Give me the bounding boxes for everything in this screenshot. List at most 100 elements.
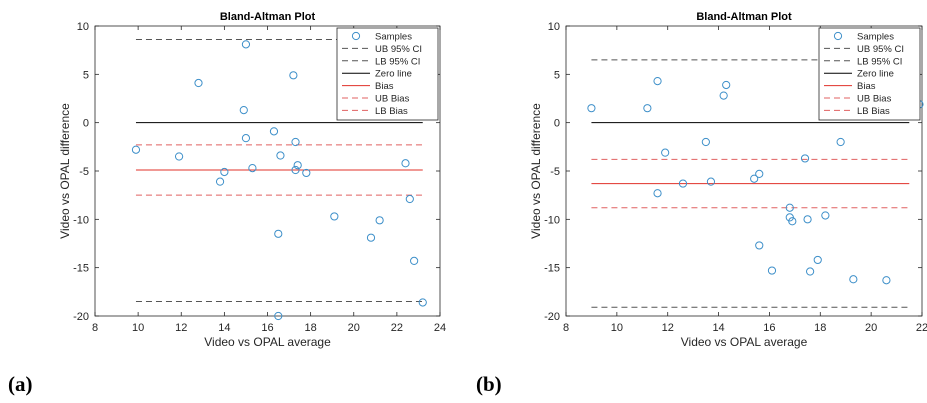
chart-b-sample-point (755, 169, 764, 178)
chart-b-title: Bland-Altman Plot (696, 11, 792, 23)
panel-a: 8 10 12 14 16 18 20 22 24 -20 -15 -10 -5 0 5 10 Bland-Al… (0, 0, 463, 403)
chart-a-sample-point (131, 145, 141, 154)
chart-a-legend-label: Bias (375, 81, 394, 92)
chart-b-x-tick-label: 10 (611, 322, 623, 334)
chart-b-y-tick-label: -15 (544, 263, 560, 275)
chart-a-sample-point (174, 152, 184, 161)
chart-b-x-tick-label: 8 (563, 322, 569, 334)
chart-b-sample-point (587, 104, 596, 113)
chart-a-x-tick-label: 8 (92, 322, 98, 334)
chart-a-sample-point (215, 177, 225, 186)
chart-b-legend-label: Bias (857, 81, 876, 92)
chart-b-legend-label: LB 95% CI (857, 56, 902, 67)
chart-b-sample-point (800, 154, 810, 163)
chart-b-y-tick-label: 5 (554, 69, 560, 81)
chart-b-x-tick-label: 18 (814, 322, 826, 334)
chart-a-sample-point (410, 256, 419, 265)
chart-b-sample-point (661, 148, 670, 157)
chart-b-sample-point (719, 91, 728, 100)
chart-a-legend-label: LB Bias (375, 106, 408, 117)
chart-a-sample-point (274, 311, 283, 321)
chart-a-sample-point (291, 137, 300, 147)
chart-a-legend-label: Samples (375, 32, 412, 43)
chart-a-sample-point (274, 229, 283, 238)
chart-a-x-tick-label: 10 (132, 322, 144, 334)
panel-label-b: (b) (476, 372, 502, 396)
chart-a-sample-point (248, 164, 257, 173)
chart-a-sample-point (269, 127, 279, 136)
chart-b-x-tick-label: 14 (712, 322, 724, 334)
chart-a-y-tick-label: 0 (83, 118, 89, 130)
chart-b-legend-label: UB 95% CI (857, 44, 904, 55)
chart-a-sample-point (289, 71, 298, 80)
chart-b-sample-point (767, 266, 777, 275)
chart-b-sample-point (788, 217, 797, 226)
chart-b-sample-point (643, 104, 652, 113)
chart-b-x-tick-label: 16 (763, 322, 775, 334)
chart-b-y-tick-label: 10 (548, 21, 560, 33)
chart-b-y-tick-label: -5 (550, 166, 560, 178)
chart-a-legend-label: LB 95% CI (375, 56, 420, 67)
chart-b-sample-point (806, 267, 815, 276)
chart-a-y-tick-label: -5 (79, 166, 89, 178)
bland-altman-chart-b: 8 10 12 14 16 18 20 22 -20 -15 -10 -5 0 5 10 Bland-Altm… (529, 11, 927, 349)
chart-a-x-tick-label: 20 (348, 322, 360, 334)
chart-a-x-tick-label: 12 (175, 322, 187, 334)
chart-b-x-axis-label: Video vs OPAL average (681, 335, 808, 349)
chart-b-sample-point (813, 255, 822, 265)
chart-b-legend-label: Zero line (857, 69, 894, 80)
chart-a-sample-point (276, 151, 285, 160)
chart-a-x-tick-label: 18 (305, 322, 317, 334)
chart-b-x-tick-label: 20 (865, 322, 877, 334)
chart-b-legend-box (818, 27, 921, 121)
chart-a-legend-label: Zero line (375, 69, 412, 80)
chart-b-sample-point (653, 77, 662, 86)
chart-a-sample-point (220, 167, 229, 177)
chart-a-sample-point (330, 212, 339, 221)
chart-a-sample-point (405, 194, 414, 204)
chart-b-sample-point (821, 211, 830, 220)
chart-a-legend-box (336, 27, 439, 121)
chart-a-legend-swatch (351, 31, 361, 41)
chart-a-y-tick-label: 5 (83, 69, 89, 81)
chart-a-y-tick-label: -20 (73, 311, 89, 323)
chart-a-x-tick-label: 16 (261, 322, 273, 334)
chart-a-legend-label: UB Bias (375, 94, 410, 105)
chart-b-legend-label: UB Bias (857, 94, 892, 105)
chart-b-legend-swatch (833, 31, 843, 41)
panel-label-a: (a) (8, 372, 33, 396)
chart-a-sample-point (401, 159, 410, 168)
chart-a-sample-point (241, 40, 251, 49)
chart-b-sample-point (849, 275, 858, 284)
chart-b-sample-point (750, 174, 759, 183)
chart-b-sample-point (653, 189, 662, 198)
chart-a-sample-point (418, 298, 427, 307)
chart-b-sample-point (706, 177, 716, 186)
chart-b-sample-point (785, 203, 794, 212)
chart-b-y-axis-label: Video vs OPAL difference (529, 103, 543, 239)
chart-b-x-tick-label: 22 (916, 322, 927, 334)
chart-a-sample-point (302, 168, 311, 178)
chart-a-x-tick-label: 22 (391, 322, 403, 334)
chart-b-y-tick-label: 0 (554, 118, 560, 130)
bland-altman-chart-a: 8 10 12 14 16 18 20 22 24 -20 -15 -10 -5 0 5 10 Bland-Al… (58, 11, 446, 349)
chart-a-sample-point (241, 134, 251, 143)
chart-b-sample-point (701, 137, 710, 147)
chart-b-sample-point (836, 137, 845, 147)
chart-a-x-tick-label: 24 (434, 322, 446, 334)
chart-a-legend-label: UB 95% CI (375, 44, 422, 55)
panel-b: 8 10 12 14 16 18 20 22 -20 -15 -10 -5 0 5 10 Bland-Altm… (464, 0, 927, 403)
chart-a-y-tick-label: -10 (73, 214, 89, 226)
chart-a-y-tick-label: 10 (77, 21, 89, 33)
chart-a-sample-point (366, 233, 376, 242)
chart-a-y-axis-label: Video vs OPAL difference (58, 103, 72, 239)
chart-a-y-tick-label: -15 (73, 263, 89, 275)
chart-b-legend-label: Samples (857, 32, 894, 43)
chart-b-y-tick-label: -10 (544, 214, 560, 226)
chart-b-sample-point (882, 276, 891, 285)
chart-b-y-tick-label: -20 (544, 311, 560, 323)
chart-a-x-axis-label: Video vs OPAL average (204, 335, 331, 349)
chart-a-sample-point (194, 78, 203, 88)
chart-b-sample-point (803, 215, 812, 224)
chart-b-sample-point (755, 241, 764, 250)
